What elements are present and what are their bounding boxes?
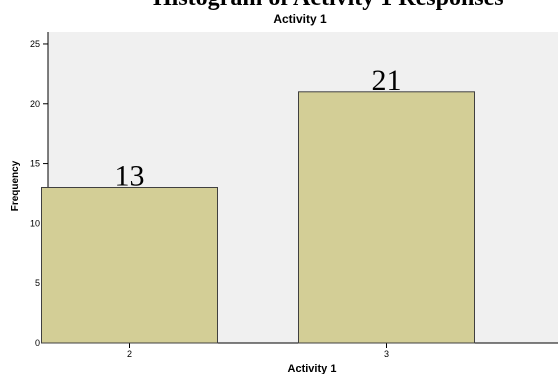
x-axis-label: Activity 1 [288,363,337,374]
cropped-header-label: Histogram of Activity 1 Responses [153,0,504,10]
cropped-header-text: Histogram of Activity 1 Responses [0,0,558,10]
y-axis-label: Frequency [10,160,21,211]
x-tick-label: 3 [384,349,389,359]
y-tick-label: 20 [30,99,40,109]
y-tick-label: 0 [35,338,40,348]
bar-data-labels: 13 21 [115,64,402,193]
x-tick-label: 2 [127,349,132,359]
bar-3 [298,91,475,344]
chart-title: Activity 1 [273,12,327,26]
bar-value-label: 13 [115,160,145,193]
y-tick-label: 25 [30,39,40,49]
bar-value-label: 21 [372,64,402,97]
bar-2 [41,187,218,344]
y-tick-label: 10 [30,218,40,228]
y-tick-label: 15 [30,159,40,169]
y-tick-label: 5 [35,278,40,288]
bar-series [41,91,475,344]
